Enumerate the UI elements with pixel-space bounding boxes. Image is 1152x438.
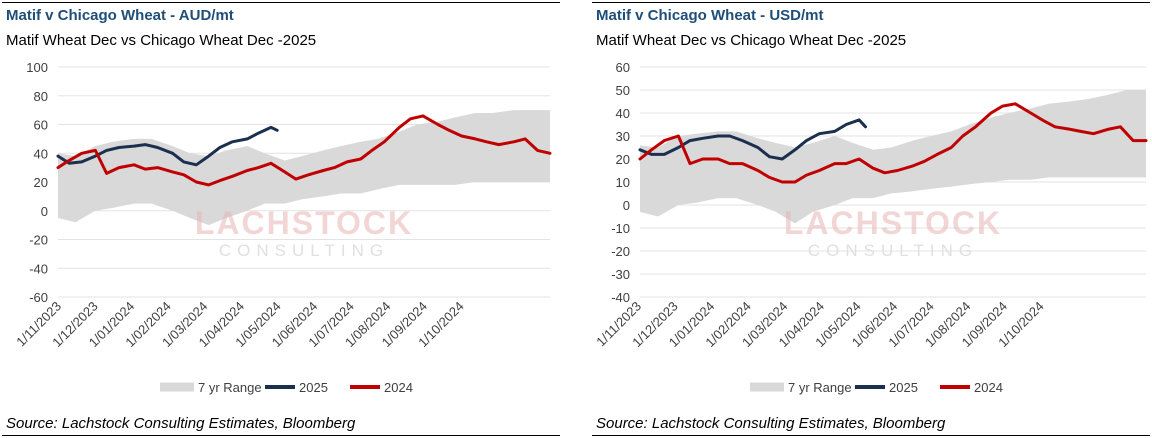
legend-label: 7 yr Range	[788, 380, 852, 395]
bottom-rule	[2, 435, 560, 436]
series-2024-line	[638, 102, 1148, 184]
chart-subtitle: Matif Wheat Dec vs Chicago Wheat Dec -20…	[6, 32, 317, 49]
y-tick-label: 60	[34, 118, 48, 133]
y-tick-label: 10	[616, 175, 630, 190]
series-7yr-range-band	[640, 90, 1146, 224]
series-2025-line	[638, 118, 867, 161]
chart-aud: 100 80 60 40 20 0 -20 -40 -60 LACHSTOCKCONSULTING…	[13, 60, 552, 395]
y-tick-label: 20	[34, 175, 48, 190]
series-7yr-range-band	[58, 110, 550, 226]
y-tick-label: -40	[611, 290, 630, 305]
watermark-text: LACHSTOCK	[195, 205, 413, 241]
chart-panel-usd: Matif v Chicago Wheat - USD/mt Matif Whe…	[590, 0, 1152, 438]
chart-title: Matif v Chicago Wheat - USD/mt	[596, 7, 824, 24]
y-tick-label: 0	[623, 198, 630, 213]
y-tick-label: -60	[29, 290, 48, 305]
top-rule	[2, 2, 560, 3]
chart-usd: 60 50 40 30 20 10 0 -10 -20 -30 -40 LACHSTOCKCONSUL…	[593, 60, 1148, 395]
watermark-subtext: CONSULTING	[219, 241, 389, 260]
y-tick-label: -20	[611, 244, 630, 259]
y-tick-label: 40	[34, 146, 48, 161]
legend-swatch-7yr-range	[160, 382, 194, 392]
legend-label: 2025	[299, 380, 328, 395]
legend-swatch-2024	[940, 385, 970, 389]
y-tick-label: -10	[611, 221, 630, 236]
chart-title: Matif v Chicago Wheat - AUD/mt	[6, 7, 234, 24]
source-note: Source: Lachstock Consulting Estimates, …	[6, 415, 356, 432]
legend-label: 7 yr Range	[198, 380, 262, 395]
y-tick-label: 60	[616, 60, 630, 75]
legend-swatch-2024	[350, 385, 380, 389]
watermark-subtext: CONSULTING	[808, 241, 978, 260]
bottom-rule	[592, 435, 1150, 436]
chart-panel-aud: Matif v Chicago Wheat - AUD/mt Matif Whe…	[0, 0, 562, 438]
y-tick-label: 100	[26, 60, 48, 75]
series-2024-line	[56, 114, 552, 187]
y-tick-label: 0	[41, 204, 48, 219]
y-tick-label: 40	[616, 106, 630, 121]
chart-subtitle: Matif Wheat Dec vs Chicago Wheat Dec -20…	[596, 32, 907, 49]
y-tick-label: -20	[29, 233, 48, 248]
y-tick-label: -30	[611, 267, 630, 282]
source-note: Source: Lachstock Consulting Estimates, …	[596, 415, 946, 432]
series-2025-line	[56, 125, 279, 167]
y-tick-label: 20	[616, 152, 630, 167]
legend-swatch-2025	[855, 385, 885, 389]
legend-label: 2025	[889, 380, 918, 395]
y-tick-label: 80	[34, 89, 48, 104]
top-rule	[592, 2, 1150, 3]
y-tick-label: 30	[616, 129, 630, 144]
watermark-text: LACHSTOCK	[784, 205, 1002, 241]
y-tick-label: 50	[616, 83, 630, 98]
legend-label: 2024	[384, 380, 413, 395]
y-tick-label: -40	[29, 261, 48, 276]
legend-label: 2024	[974, 380, 1003, 395]
legend-swatch-2025	[265, 385, 295, 389]
legend-swatch-7yr-range	[750, 382, 784, 392]
